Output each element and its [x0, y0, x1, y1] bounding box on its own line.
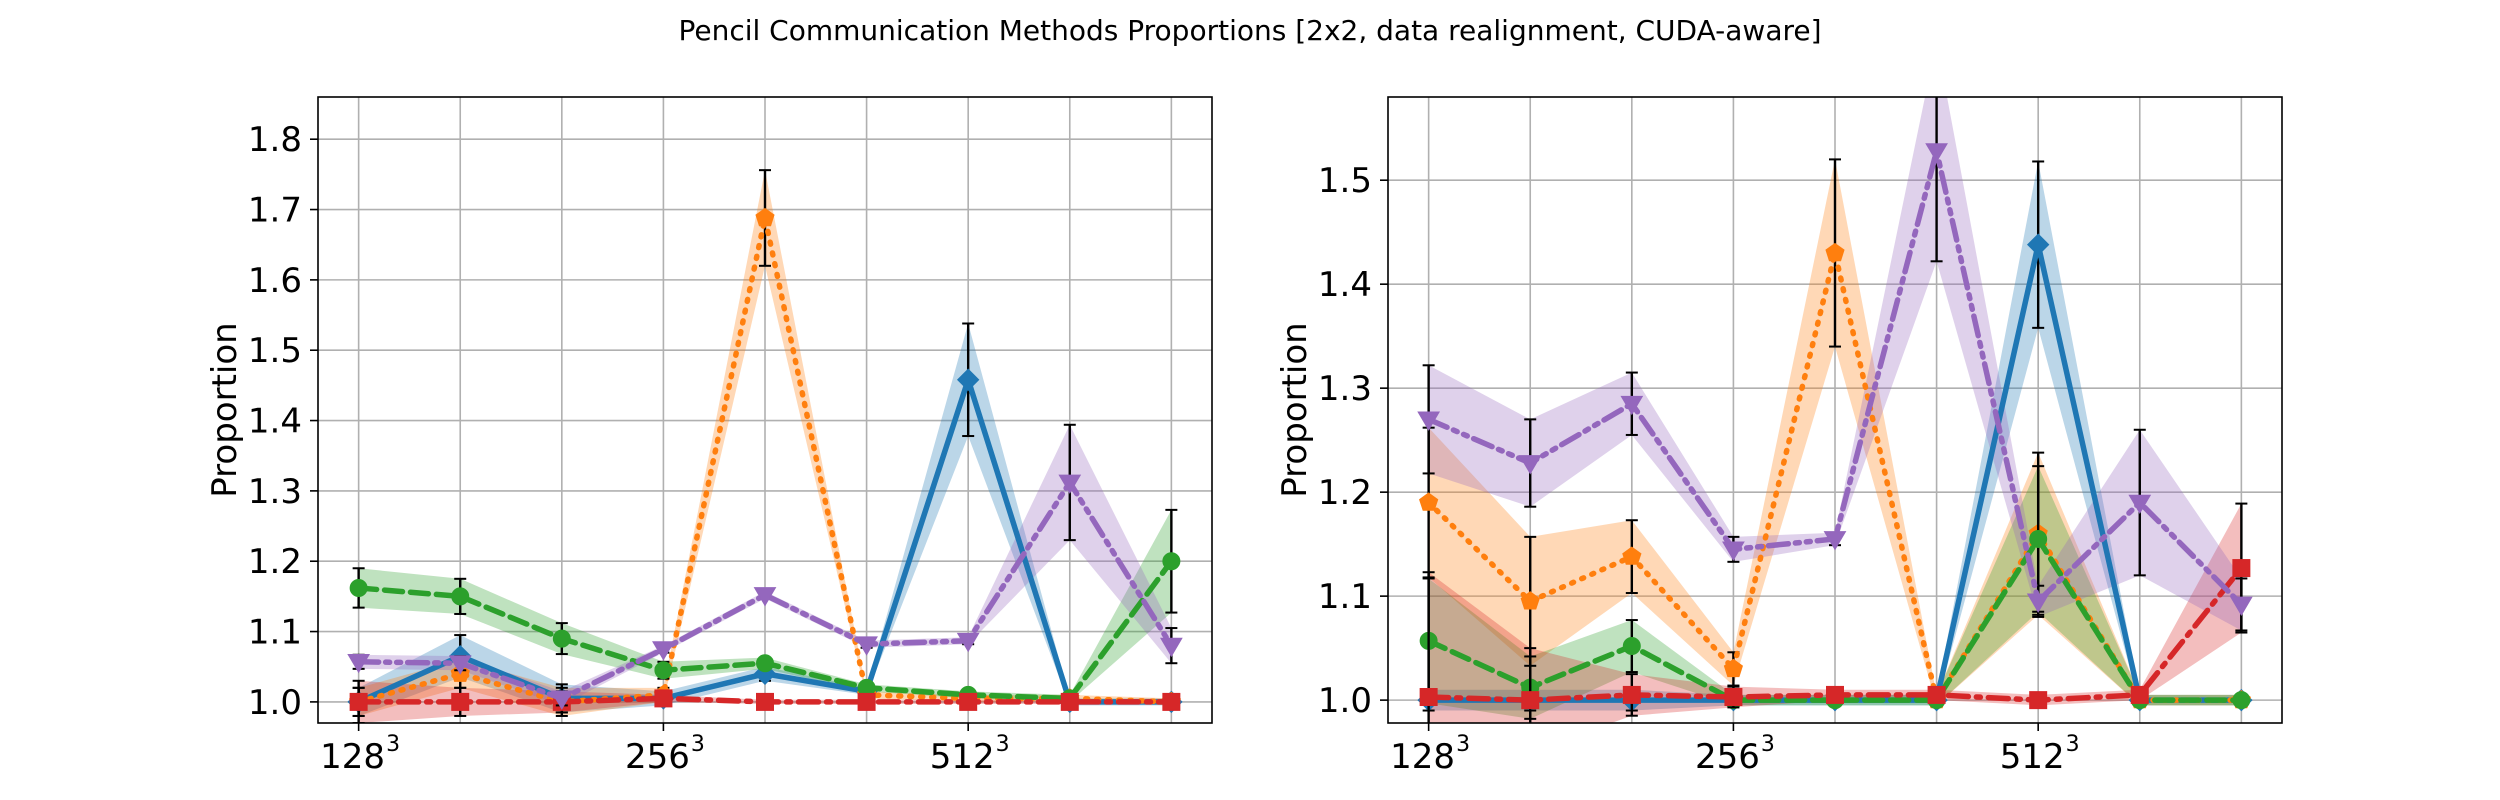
y-tick-label: 1.0: [248, 683, 302, 723]
y-tick-label: 1.7: [248, 191, 302, 231]
series-4-lines: [349, 679, 1181, 723]
data-point: [1162, 692, 1181, 711]
y-tick-label: 1.2: [1318, 473, 1372, 513]
y-tick-label: 1.5: [1318, 161, 1372, 201]
data-point: [857, 692, 876, 711]
data-point: [2232, 559, 2251, 578]
data-point: [1060, 692, 1079, 711]
data-point: [552, 629, 571, 648]
data-point: [1622, 546, 1642, 565]
x-tick-exponent: 3: [2066, 732, 2080, 757]
data-point: [756, 692, 774, 711]
y-tick-label: 1.0: [1318, 681, 1372, 721]
y-tick-label: 1.1: [248, 613, 302, 653]
data-point: [1826, 685, 1844, 704]
data-point: [1058, 474, 1082, 494]
series-line: [1425, 536, 2245, 703]
data-point: [1722, 541, 1745, 561]
data-point: [755, 207, 775, 227]
series-5-lines: [347, 423, 1183, 710]
data-point: [2029, 529, 2048, 548]
data-point: [654, 689, 673, 708]
y-tick-label: 1.4: [248, 402, 302, 442]
x-tick-exponent: 3: [691, 732, 705, 757]
data-point: [1419, 688, 1438, 707]
data-point: [753, 587, 777, 607]
data-point: [2128, 494, 2152, 515]
series-5-lines: [1417, 97, 2253, 632]
data-point: [1825, 242, 1845, 262]
series-4-lines: [1419, 502, 2251, 723]
data-point: [1162, 552, 1181, 571]
data-point: [2026, 233, 2050, 256]
data-point: [1622, 685, 1641, 704]
x-tick-label: 256: [625, 737, 690, 777]
data-point: [2029, 691, 2048, 710]
data-point: [756, 654, 774, 673]
data-point: [1521, 691, 1540, 710]
x-tick-exponent: 3: [386, 732, 400, 757]
y-axis-label: Proportion: [205, 322, 245, 497]
data-point: [1417, 411, 1441, 431]
x-tick-label: 128: [1390, 737, 1455, 777]
x-tick-label: 512: [2000, 737, 2065, 777]
series-band: [1428, 97, 2242, 631]
data-point: [1520, 591, 1540, 610]
data-point: [855, 636, 878, 656]
series-5: [358, 424, 1172, 706]
data-point: [956, 632, 980, 653]
data-point: [451, 692, 470, 711]
x-tick-label: 512: [930, 737, 995, 777]
y-tick-label: 1.4: [1318, 265, 1372, 305]
data-point: [1925, 143, 1948, 163]
data-point: [2026, 593, 2050, 613]
data-point: [448, 655, 472, 675]
series-5: [1428, 97, 2242, 631]
y-axis-label: Proportion: [1275, 322, 1315, 497]
data-point: [2232, 691, 2251, 710]
x-tick-label: 256: [1695, 737, 1760, 777]
y-tick-label: 1.8: [248, 120, 302, 160]
data-point: [550, 690, 574, 710]
data-point: [1723, 658, 1743, 678]
y-tick-label: 1.3: [248, 472, 302, 512]
data-point: [1518, 455, 1542, 475]
series-line: [355, 479, 1175, 702]
data-point: [959, 692, 978, 711]
data-point: [349, 578, 368, 597]
y-tick-label: 1.6: [248, 261, 302, 301]
data-point: [1159, 637, 1183, 658]
axes-frame: [1387, 96, 2283, 724]
x-tick-exponent: 3: [1456, 732, 1470, 757]
x-tick-exponent: 3: [1761, 732, 1775, 757]
data-point: [654, 661, 673, 680]
y-tick-label: 1.1: [1318, 577, 1372, 617]
data-point: [1622, 637, 1641, 656]
data-point: [349, 692, 368, 711]
axes-frame: [317, 96, 1213, 724]
plot-area: [1417, 97, 2253, 723]
y-tick-label: 1.5: [248, 331, 302, 371]
data-point: [652, 641, 675, 661]
data-point: [1724, 688, 1743, 707]
data-point: [2229, 596, 2253, 616]
data-point: [2130, 685, 2149, 704]
data-point: [1927, 685, 1946, 704]
series-band: [358, 424, 1172, 706]
data-point: [1620, 395, 1644, 416]
data-point: [956, 368, 980, 391]
data-point: [1419, 492, 1439, 511]
data-point: [1823, 531, 1847, 551]
data-point: [347, 653, 371, 674]
x-tick-exponent: 3: [996, 732, 1010, 757]
y-tick-label: 1.3: [1318, 369, 1372, 409]
x-tick-label: 128: [320, 737, 385, 777]
y-tick-label: 1.2: [248, 542, 302, 582]
data-point: [451, 587, 470, 606]
figure-title: Pencil Communication Methods Proportions…: [678, 14, 1821, 47]
plot-area: [347, 169, 1183, 723]
